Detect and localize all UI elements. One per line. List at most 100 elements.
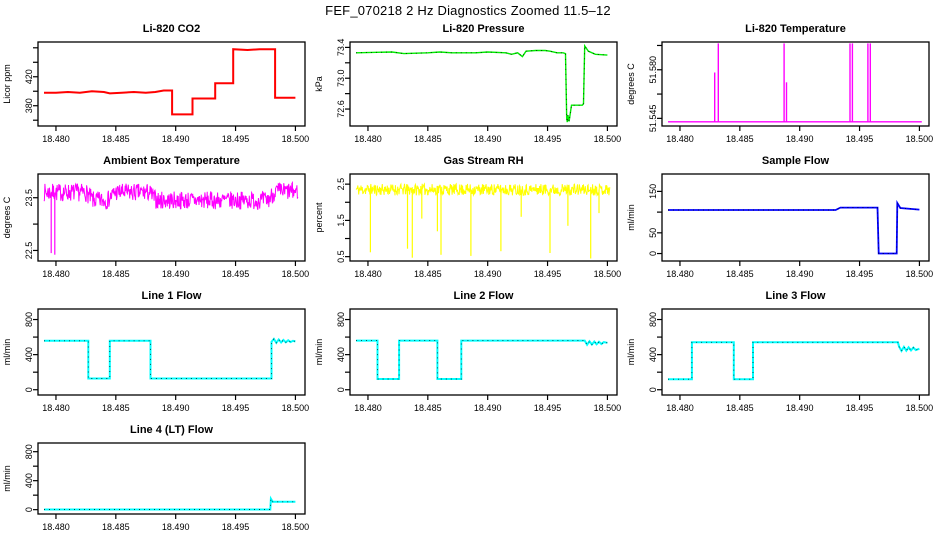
x-tick-label: 18.500 bbox=[906, 269, 934, 279]
x-tick-label: 18.500 bbox=[594, 403, 622, 413]
x-tick-label: 18.485 bbox=[414, 134, 442, 144]
x-tick-label: 18.500 bbox=[282, 522, 310, 532]
plot-canvas: 0 400 800 18.480 18.485 18.490 18.495 18.500 ml/… bbox=[2, 442, 310, 532]
y-axis-label: ml/min bbox=[626, 339, 636, 366]
series-group bbox=[44, 337, 296, 380]
plot-canvas: 0.5 1.5 2.5 18.480 18.485 18.490 18.495 18.500 p… bbox=[314, 173, 622, 279]
panel-line-3-flow: 0 400 800 18.480 18.485 18.490 18.495 18.500 ml/… bbox=[624, 287, 936, 421]
noise-line bbox=[43, 180, 299, 210]
series-group bbox=[44, 495, 296, 511]
series-line bbox=[355, 43, 608, 123]
x-tick-label: 18.480 bbox=[354, 403, 382, 413]
x-tick-label: 18.490 bbox=[786, 134, 814, 144]
y-tick-label: 0 bbox=[24, 387, 34, 392]
x-tick-label: 18.495 bbox=[534, 269, 562, 279]
series-group bbox=[355, 182, 611, 259]
panel-li-820-temperature: 51.545 51.580 18.480 18.485 18.490 18.495 18.5… bbox=[624, 20, 936, 152]
plot-canvas: 0 400 800 18.480 18.485 18.490 18.495 18.500 ml/… bbox=[314, 308, 622, 413]
panel-title: Line 4 (LT) Flow bbox=[130, 424, 213, 436]
x-tick-label: 18.490 bbox=[162, 403, 190, 413]
x-tick-label: 18.500 bbox=[594, 269, 622, 279]
panel-title: Gas Stream RH bbox=[443, 155, 524, 167]
y-tick-label: 380 bbox=[24, 98, 34, 113]
series-group bbox=[43, 180, 299, 255]
x-tick-label: 18.495 bbox=[222, 269, 250, 279]
plot-box bbox=[37, 442, 306, 515]
y-axis-label: ml/min bbox=[2, 339, 12, 366]
y-tick-label: 73.4 bbox=[336, 39, 346, 57]
panel-line-4-lt-flow: 0 400 800 18.480 18.485 18.490 18.495 18.500 ml/… bbox=[0, 421, 312, 540]
x-tick-label: 18.480 bbox=[666, 269, 694, 279]
panel-li-820-co2: 380 420 18.480 18.485 18.490 18.495 18.500 Lico… bbox=[0, 20, 312, 152]
y-axis-label: kPa bbox=[314, 76, 324, 92]
x-tick-label: 18.480 bbox=[666, 403, 694, 413]
plot-box bbox=[661, 308, 930, 396]
y-tick-label: 420 bbox=[24, 69, 34, 84]
y-tick-label: 1.5 bbox=[336, 214, 346, 227]
x-tick-label: 18.490 bbox=[786, 269, 814, 279]
plot-box bbox=[37, 173, 306, 262]
y-tick-label: 800 bbox=[24, 312, 34, 327]
plot-box bbox=[661, 173, 930, 262]
y-tick-label: 800 bbox=[648, 312, 658, 327]
panel-title: Li-820 Temperature bbox=[745, 23, 846, 35]
x-tick-label: 18.490 bbox=[162, 522, 190, 532]
x-tick-label: 18.480 bbox=[42, 522, 70, 532]
x-tick-label: 18.495 bbox=[222, 522, 250, 532]
x-tick-label: 18.485 bbox=[414, 403, 442, 413]
series-dots bbox=[44, 338, 296, 379]
plot-box bbox=[37, 41, 306, 127]
panel-title: Ambient Box Temperature bbox=[103, 155, 240, 167]
series-group bbox=[356, 339, 608, 380]
plot-canvas: 0 50 150 18.480 18.485 18.490 18.495 18.500 ml/m… bbox=[626, 173, 934, 279]
y-tick-label: 2.5 bbox=[336, 178, 346, 191]
y-axis-label: percent bbox=[314, 202, 324, 233]
x-tick-label: 18.485 bbox=[102, 134, 130, 144]
plot-box bbox=[661, 41, 930, 127]
y-tick-label: 51.580 bbox=[648, 56, 658, 84]
series-line bbox=[44, 337, 296, 380]
x-tick-label: 18.495 bbox=[222, 403, 250, 413]
x-tick-label: 18.485 bbox=[414, 269, 442, 279]
x-tick-label: 18.485 bbox=[726, 269, 754, 279]
plot-box bbox=[37, 308, 306, 396]
x-tick-label: 18.500 bbox=[282, 403, 310, 413]
y-tick-label: 800 bbox=[24, 444, 34, 459]
x-tick-label: 18.490 bbox=[474, 269, 502, 279]
x-tick-label: 18.495 bbox=[846, 403, 874, 413]
y-axis-label: Licor ppm bbox=[2, 64, 12, 104]
series-group bbox=[668, 341, 920, 381]
x-tick-label: 18.495 bbox=[222, 134, 250, 144]
panel-ambient-box-temperature: 22.5 23.5 18.480 18.485 18.490 18.495 18.500 de… bbox=[0, 152, 312, 287]
panel-line-1-flow: 0 400 800 18.480 18.485 18.490 18.495 18.500 ml/… bbox=[0, 287, 312, 421]
series-line bbox=[668, 341, 920, 381]
x-tick-label: 18.500 bbox=[594, 134, 622, 144]
series-line bbox=[44, 495, 296, 511]
y-tick-label: 800 bbox=[336, 312, 346, 327]
x-tick-label: 18.490 bbox=[162, 269, 190, 279]
y-axis-label: ml/min bbox=[314, 339, 324, 366]
series-group bbox=[668, 199, 920, 255]
plot-box bbox=[349, 308, 618, 396]
x-tick-label: 18.490 bbox=[786, 403, 814, 413]
series-dots bbox=[356, 340, 608, 380]
y-tick-label: 0 bbox=[648, 251, 658, 256]
y-tick-label: 73.0 bbox=[336, 69, 346, 87]
x-tick-label: 18.490 bbox=[474, 403, 502, 413]
series-group bbox=[668, 43, 922, 123]
plot-canvas: 22.5 23.5 18.480 18.485 18.490 18.495 18.500 de… bbox=[2, 173, 309, 279]
plot-canvas: 0 400 800 18.480 18.485 18.490 18.495 18.500 ml/… bbox=[626, 308, 934, 413]
y-tick-label: 0 bbox=[24, 507, 34, 512]
plot-box bbox=[349, 41, 618, 127]
x-tick-label: 18.490 bbox=[162, 134, 190, 144]
y-axis-label: ml/min bbox=[2, 465, 12, 492]
y-tick-label: 0 bbox=[336, 387, 346, 392]
panel-title: Line 2 Flow bbox=[453, 290, 514, 302]
x-tick-label: 18.500 bbox=[282, 134, 310, 144]
panel-title: Sample Flow bbox=[761, 155, 830, 167]
panel-line-2-flow: 0 400 800 18.480 18.485 18.490 18.495 18.500 ml/… bbox=[312, 287, 624, 421]
x-tick-label: 18.480 bbox=[354, 269, 382, 279]
x-tick-label: 18.500 bbox=[906, 134, 934, 144]
x-tick-label: 18.500 bbox=[906, 403, 934, 413]
